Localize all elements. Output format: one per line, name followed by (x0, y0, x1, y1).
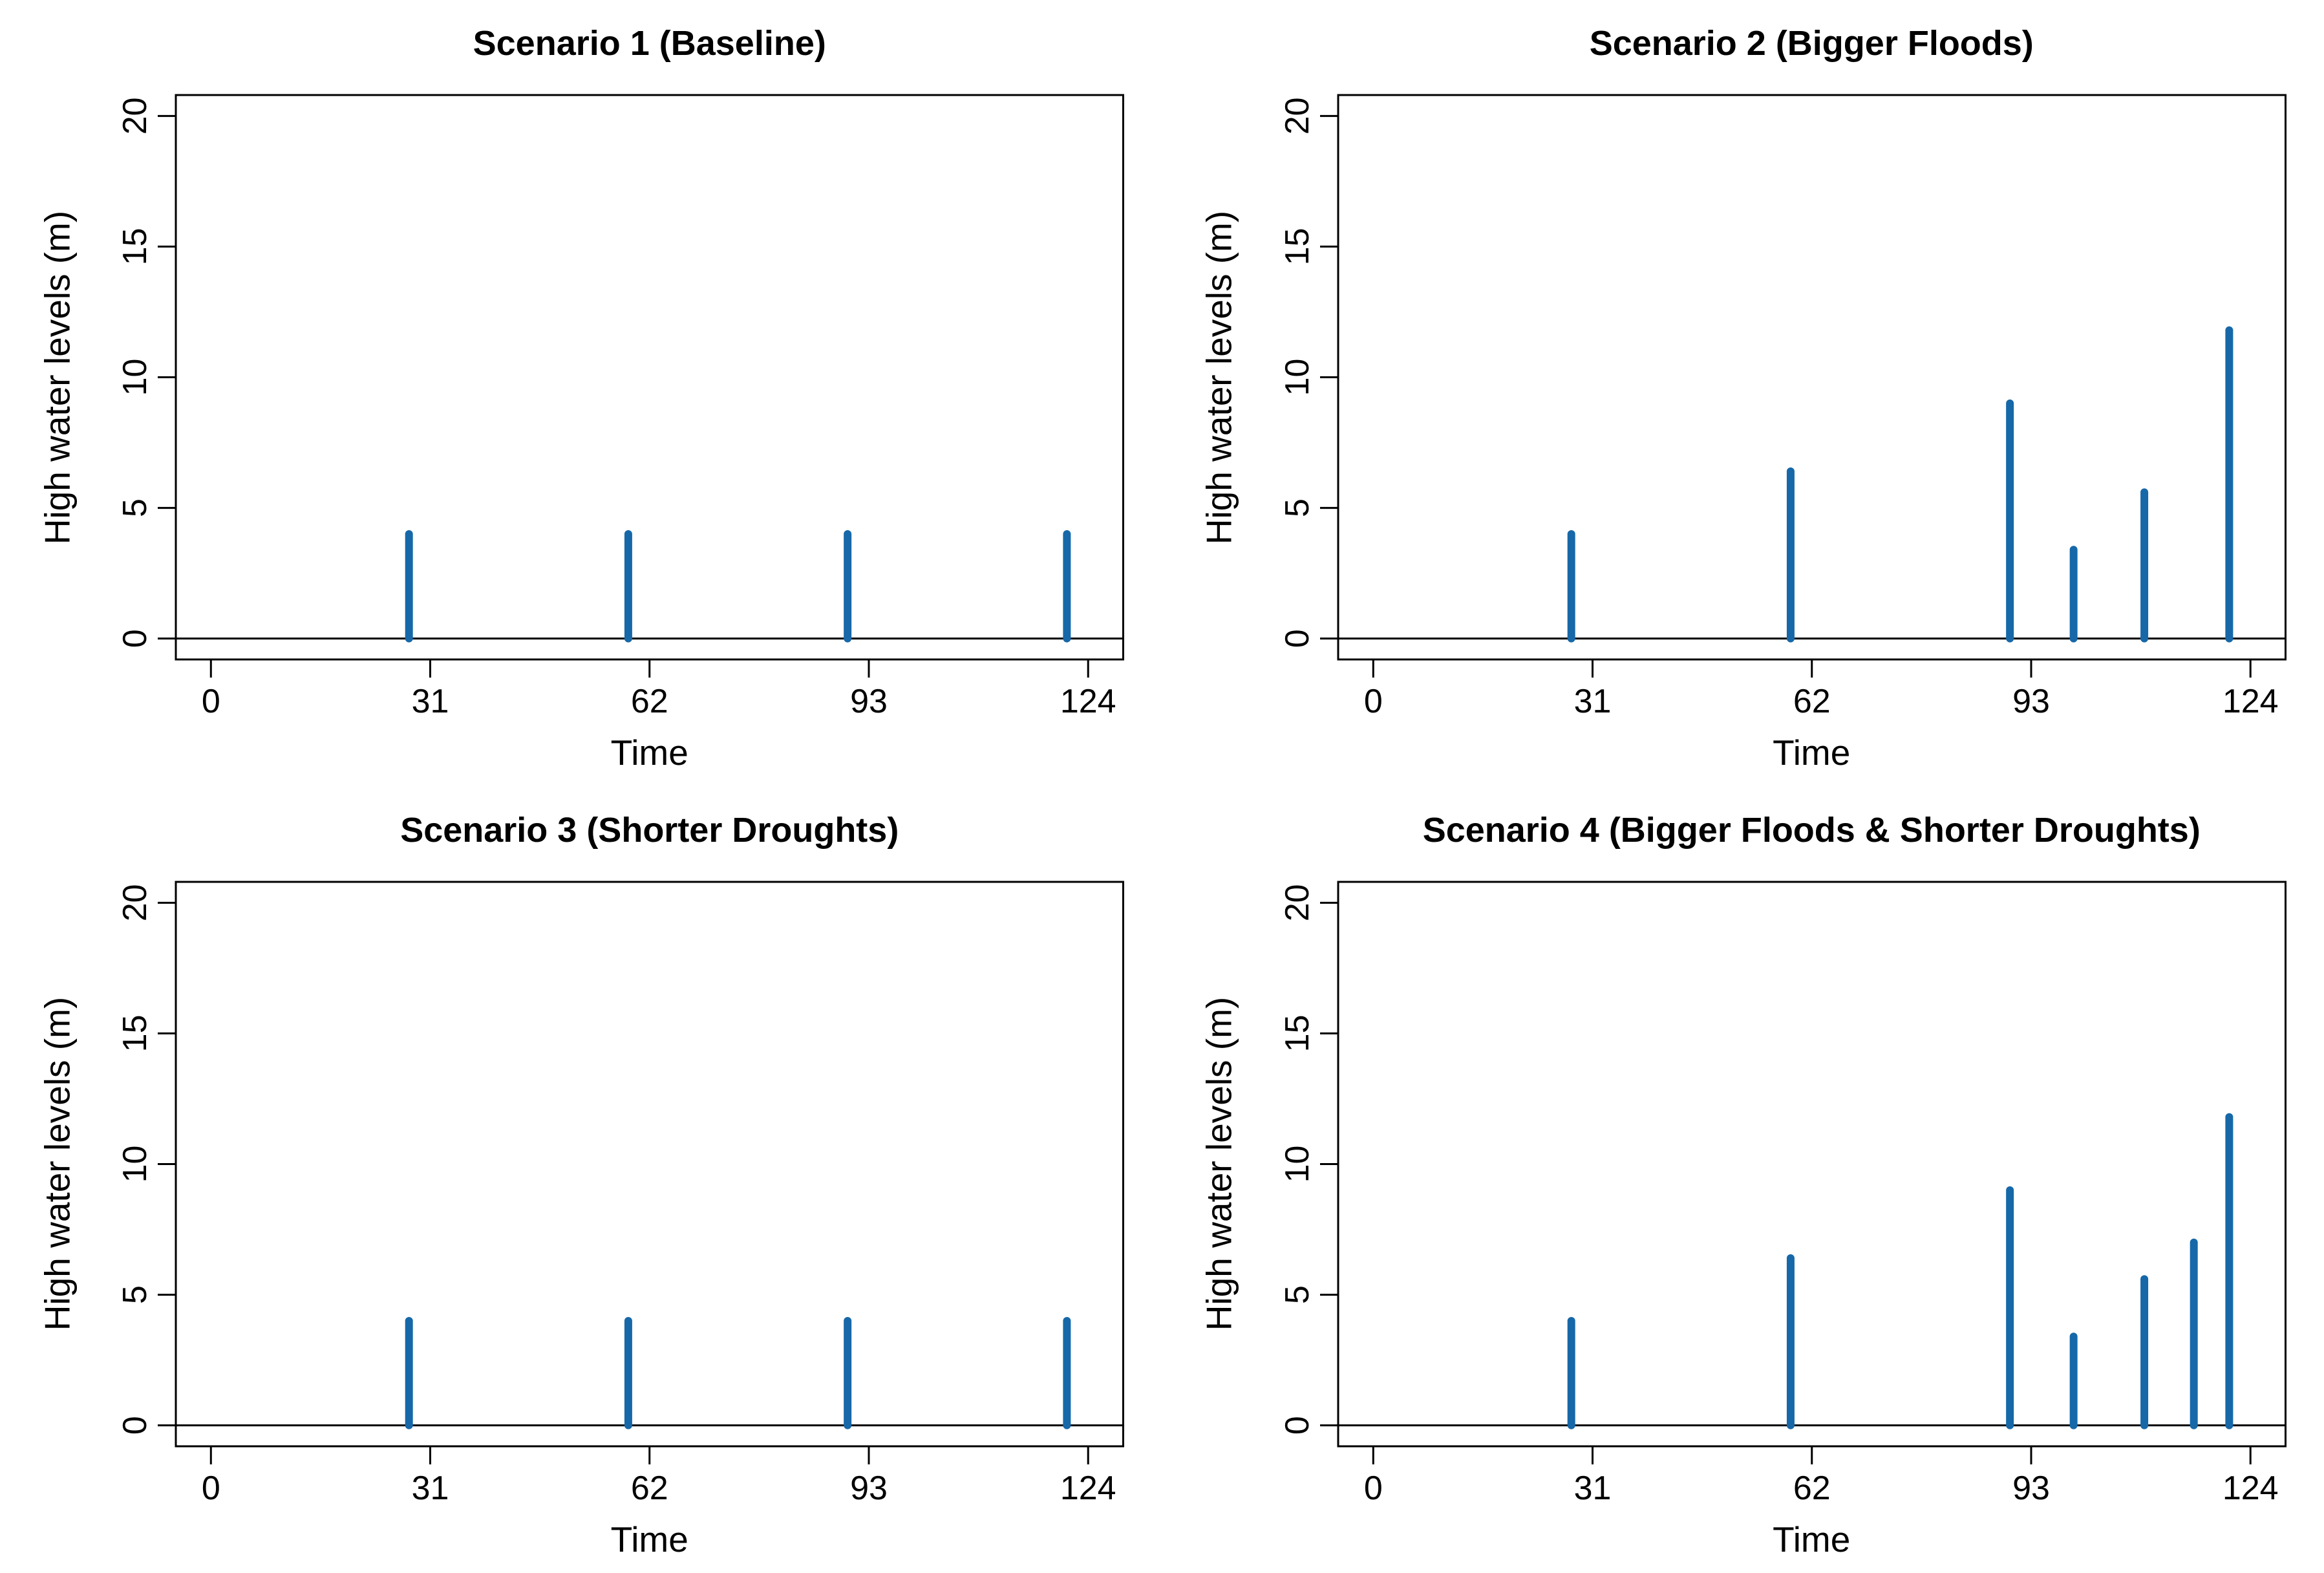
plot-box (175, 94, 1124, 661)
x-axis-label: Time (610, 733, 688, 773)
y-tick-label: 20 (1279, 97, 1316, 134)
panel-scenario-4: 0 31 62 93 124 0 5 10 15 20 Scenario 4 (Bigger Fl… (1162, 787, 2324, 1573)
y-tick-label: 5 (1279, 498, 1316, 517)
x-tick-label: 93 (850, 683, 888, 720)
chart-title: Scenario 1 (Baseline) (473, 24, 826, 63)
x-tick-label: 124 (2222, 1470, 2278, 1507)
y-tick-label: 15 (116, 228, 154, 265)
y-tick-label: 0 (116, 1416, 154, 1435)
x-tick-label: 124 (1060, 683, 1116, 720)
scenario-2-plot-canvas: 0 31 62 93 124 0 5 10 15 20 (1279, 94, 2287, 720)
x-tick-label: 0 (1363, 683, 1382, 720)
x-tick-label: 93 (2012, 683, 2050, 720)
y-tick-label: 15 (1279, 228, 1316, 265)
x-axis-label: Time (1773, 733, 1851, 773)
y-tick-label: 0 (116, 629, 154, 648)
panel-scenario-3: 0 31 62 93 124 0 5 10 15 20 Scenario 3 (Shorter D… (0, 787, 1162, 1573)
x-tick-label: 0 (1363, 1470, 1382, 1507)
x-tick-label: 124 (1060, 1470, 1116, 1507)
x-axis-label: Time (1773, 1519, 1851, 1559)
y-tick-label: 20 (116, 884, 154, 921)
y-tick-label: 10 (1279, 359, 1316, 396)
y-axis-label: High water levels (m) (37, 996, 77, 1331)
scenario-4-plot-canvas: 0 31 62 93 124 0 5 10 15 20 (1279, 881, 2287, 1507)
x-tick-label: 62 (631, 1470, 668, 1507)
x-tick-label: 31 (1573, 683, 1611, 720)
y-tick-label: 5 (116, 1285, 154, 1304)
y-tick-label: 5 (1279, 1285, 1316, 1304)
chart-title: Scenario 2 (Bigger Floods) (1589, 24, 2034, 63)
x-tick-label: 31 (412, 1470, 449, 1507)
y-tick-label: 15 (116, 1014, 154, 1052)
x-tick-label: 62 (1793, 1470, 1830, 1507)
y-axis-label: High water levels (m) (1199, 996, 1239, 1331)
chart-title: Scenario 3 (Shorter Droughts) (400, 810, 899, 850)
y-tick-label: 0 (1279, 629, 1316, 648)
x-tick-label: 62 (631, 683, 668, 720)
y-tick-label: 15 (1279, 1014, 1316, 1052)
x-tick-label: 62 (1793, 683, 1830, 720)
x-tick-label: 31 (412, 683, 449, 720)
y-tick-label: 10 (116, 359, 154, 396)
plot-box (175, 881, 1124, 1447)
y-tick-label: 5 (116, 498, 154, 517)
x-axis-label: Time (610, 1519, 688, 1559)
panel-scenario-1: 0 31 62 93 124 0 5 10 15 20 Scenario 1 (Baseline)… (0, 0, 1162, 787)
x-tick-label: 124 (2222, 683, 2278, 720)
x-tick-label: 0 (202, 683, 220, 720)
chart-title: Scenario 4 (Bigger Floods & Shorter Drou… (1422, 810, 2201, 850)
x-tick-label: 0 (202, 1470, 220, 1507)
x-tick-label: 93 (2012, 1470, 2050, 1507)
panel-scenario-2: 0 31 62 93 124 0 5 10 15 20 Scenario 2 (Bigger Fl… (1162, 0, 2324, 787)
scenario-3-plot-canvas: 0 31 62 93 124 0 5 10 15 20 (116, 881, 1124, 1507)
y-tick-label: 20 (1279, 884, 1316, 921)
y-axis-label: High water levels (m) (1199, 210, 1239, 544)
y-tick-label: 10 (116, 1145, 154, 1182)
x-tick-label: 31 (1573, 1470, 1611, 1507)
x-tick-label: 93 (850, 1470, 888, 1507)
y-tick-label: 0 (1279, 1416, 1316, 1435)
y-tick-label: 10 (1279, 1145, 1316, 1182)
y-axis-label: High water levels (m) (37, 210, 77, 544)
scenario-1-plot-canvas: 0 31 62 93 124 0 5 10 15 20 (116, 94, 1124, 720)
y-tick-label: 20 (116, 97, 154, 134)
